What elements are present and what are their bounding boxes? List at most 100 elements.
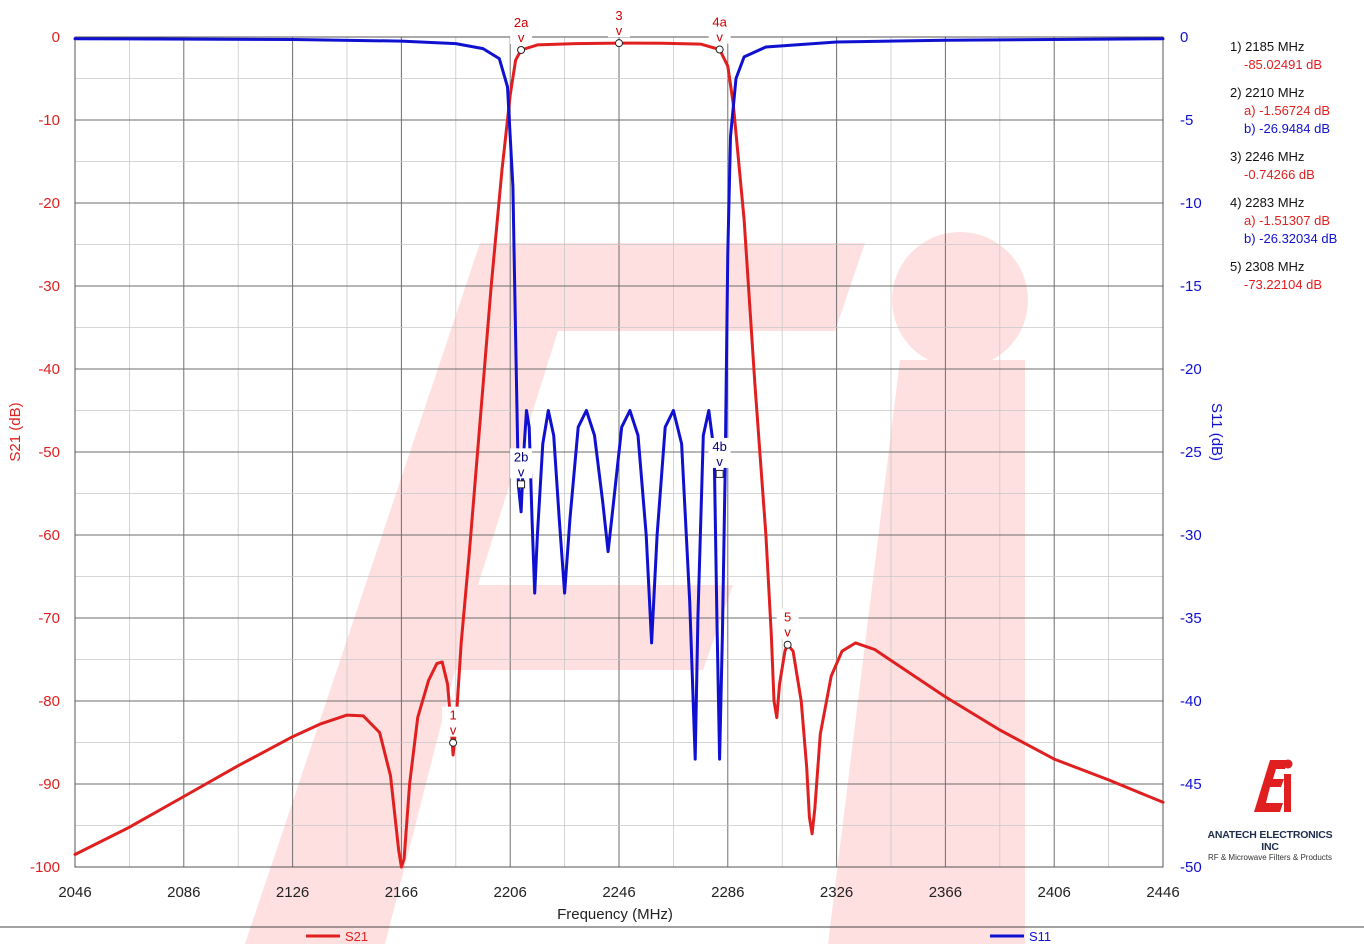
y-right-tick-label: -30 [1180,527,1202,544]
marker-readout-frequency: 1) 2185 MHz [1230,39,1305,54]
y-right-tick-label: -15 [1180,278,1202,295]
marker-readout-value: -0.74266 dB [1244,167,1315,182]
marker-point [517,46,526,55]
watermark-letter-e [245,243,865,944]
y-right-tick-labels: 0 -5 -10 -15 -20 -25 -30 -35 -40 -45 -50 [1180,29,1202,876]
x-tick-label: 2206 [494,884,527,901]
marker-arrow: v [518,30,525,45]
watermark-letter-i [828,360,1025,944]
marker-readout: 1) 2185 MHz -85.02491 dB [1230,38,1362,74]
x-tick-label: 2246 [602,884,635,901]
marker-readout-value: a) -1.56724 dB [1244,103,1331,118]
marker-label-bg [776,608,799,639]
y-right-axis-label: S11 (dB) [1208,403,1225,461]
legend-label-s11: S11 [1029,929,1051,944]
company-logo: ANATECH ELECTRONICS INC RF & Microwave F… [1204,752,1336,862]
y-left-tick-label: -70 [38,610,60,627]
y-left-tick-label: -60 [38,527,60,544]
marker-arrow: v [716,30,723,45]
marker-point [517,480,526,489]
marker-5: 5v [776,608,799,649]
y-right-tick-label: -35 [1180,610,1202,627]
y-left-tick-label: 0 [52,29,60,46]
x-tick-label: 2286 [711,884,744,901]
y-right-tick-label: -5 [1180,112,1193,129]
marker-readout-value: b) -26.32034 dB [1244,231,1338,246]
legend-label-s21: S21 [345,929,368,944]
x-tick-labels: 2046 2086 2126 2166 2206 2246 2286 2326 2366 2406… [58,884,1179,901]
series-s11-line [73,37,1165,761]
marker-point [783,640,792,649]
y-left-tick-label: -40 [38,361,60,378]
legend: S21 S11 [306,929,1051,944]
marker-label-bg [608,7,630,38]
marker-readout: 4) 2283 MHz a) -1.51307 dB b) -26.32034 dB [1230,194,1362,248]
y-right-tick-label: -20 [1180,361,1202,378]
marker-readout-value: b) -26.9484 dB [1244,121,1331,136]
y-left-tick-label: -90 [38,776,60,793]
marker-label: 4b [712,439,726,454]
marker-readout: 5) 2308 MHz -73.22104 dB [1230,258,1362,294]
marker-readout-frequency: 5) 2308 MHz [1230,259,1305,274]
marker-readout-frequency: 3) 2246 MHz [1230,149,1305,164]
y-left-tick-label: -80 [38,693,60,710]
marker-arrow: v [716,454,723,469]
marker-point [615,39,623,48]
marker-point [715,45,724,54]
marker-point [449,738,458,747]
x-tick-label: 2086 [167,884,200,901]
marker-readout-frequency: 4) 2283 MHz [1230,195,1305,210]
marker-label-bg [708,437,731,468]
y-left-tick-labels: 0 -10 -20 -30 -40 -50 -60 -70 -80 -90 -100 [30,29,60,876]
marker-label: 2b [514,449,528,464]
y-right-tick-label: -25 [1180,444,1202,461]
marker-arrow: v [450,723,457,738]
marker-readout: 2) 2210 MHz a) -1.56724 dB b) -26.9484 dB [1230,84,1362,138]
marker-readout-value: -73.22104 dB [1244,277,1323,292]
series-layer [73,37,1165,869]
marker-label: 2a [514,15,529,30]
y-right-tick-label: -10 [1180,195,1202,212]
y-left-tick-label: -30 [38,278,60,295]
x-tick-label: 2366 [929,884,962,901]
marker-label-bg [442,706,465,737]
y-right-tick-label: -45 [1180,776,1202,793]
x-tick-label: 2446 [1146,884,1179,901]
x-tick-label: 2326 [820,884,853,901]
marker-label: 4a [712,15,727,30]
y-left-tick-label: -50 [38,444,60,461]
marker-arrow: v [616,23,623,38]
x-tick-label: 2046 [58,884,91,901]
x-tick-label: 2166 [385,884,418,901]
logo-tagline: RF & Microwave Filters & Products [1207,853,1333,862]
marker-panel: 1) 2185 MHz -85.02491 dB 2) 2210 MHz a) -1.… [1230,38,1362,304]
marker-label-bg [510,14,533,45]
anatech-watermark-icon [245,232,1028,944]
marker-2a: 2av [510,14,533,55]
y-left-tick-label: -10 [38,112,60,129]
marker-4a: 4av [708,13,731,54]
marker-arrow: v [518,464,525,479]
marker-label: 3 [615,8,622,23]
x-tick-label: 2126 [276,884,309,901]
marker-point [715,469,724,478]
y-left-tick-label: -100 [30,859,60,876]
watermark-dot [892,232,1028,368]
marker-label: 5 [784,610,791,625]
marker-readout: 3) 2246 MHz -0.74266 dB [1230,148,1362,184]
marker-2b: 2bv [510,448,533,489]
anatech-ei-logo-icon [1254,759,1293,812]
marker-4b: 4bv [708,437,731,478]
marker-label-bg [510,448,533,479]
series-s21-line [73,41,1165,869]
y-left-axis-label: S21 (dB) [7,402,24,461]
marker-readout-value: a) -1.51307 dB [1244,213,1331,228]
y-right-tick-label: -50 [1180,859,1202,876]
x-axis-label: Frequency (MHz) [557,906,673,923]
marker-label: 1 [449,708,456,723]
marker-readout-value: -85.02491 dB [1244,57,1323,72]
marker-label-bg [708,13,731,44]
marker-readout-frequency: 2) 2210 MHz [1230,85,1305,100]
